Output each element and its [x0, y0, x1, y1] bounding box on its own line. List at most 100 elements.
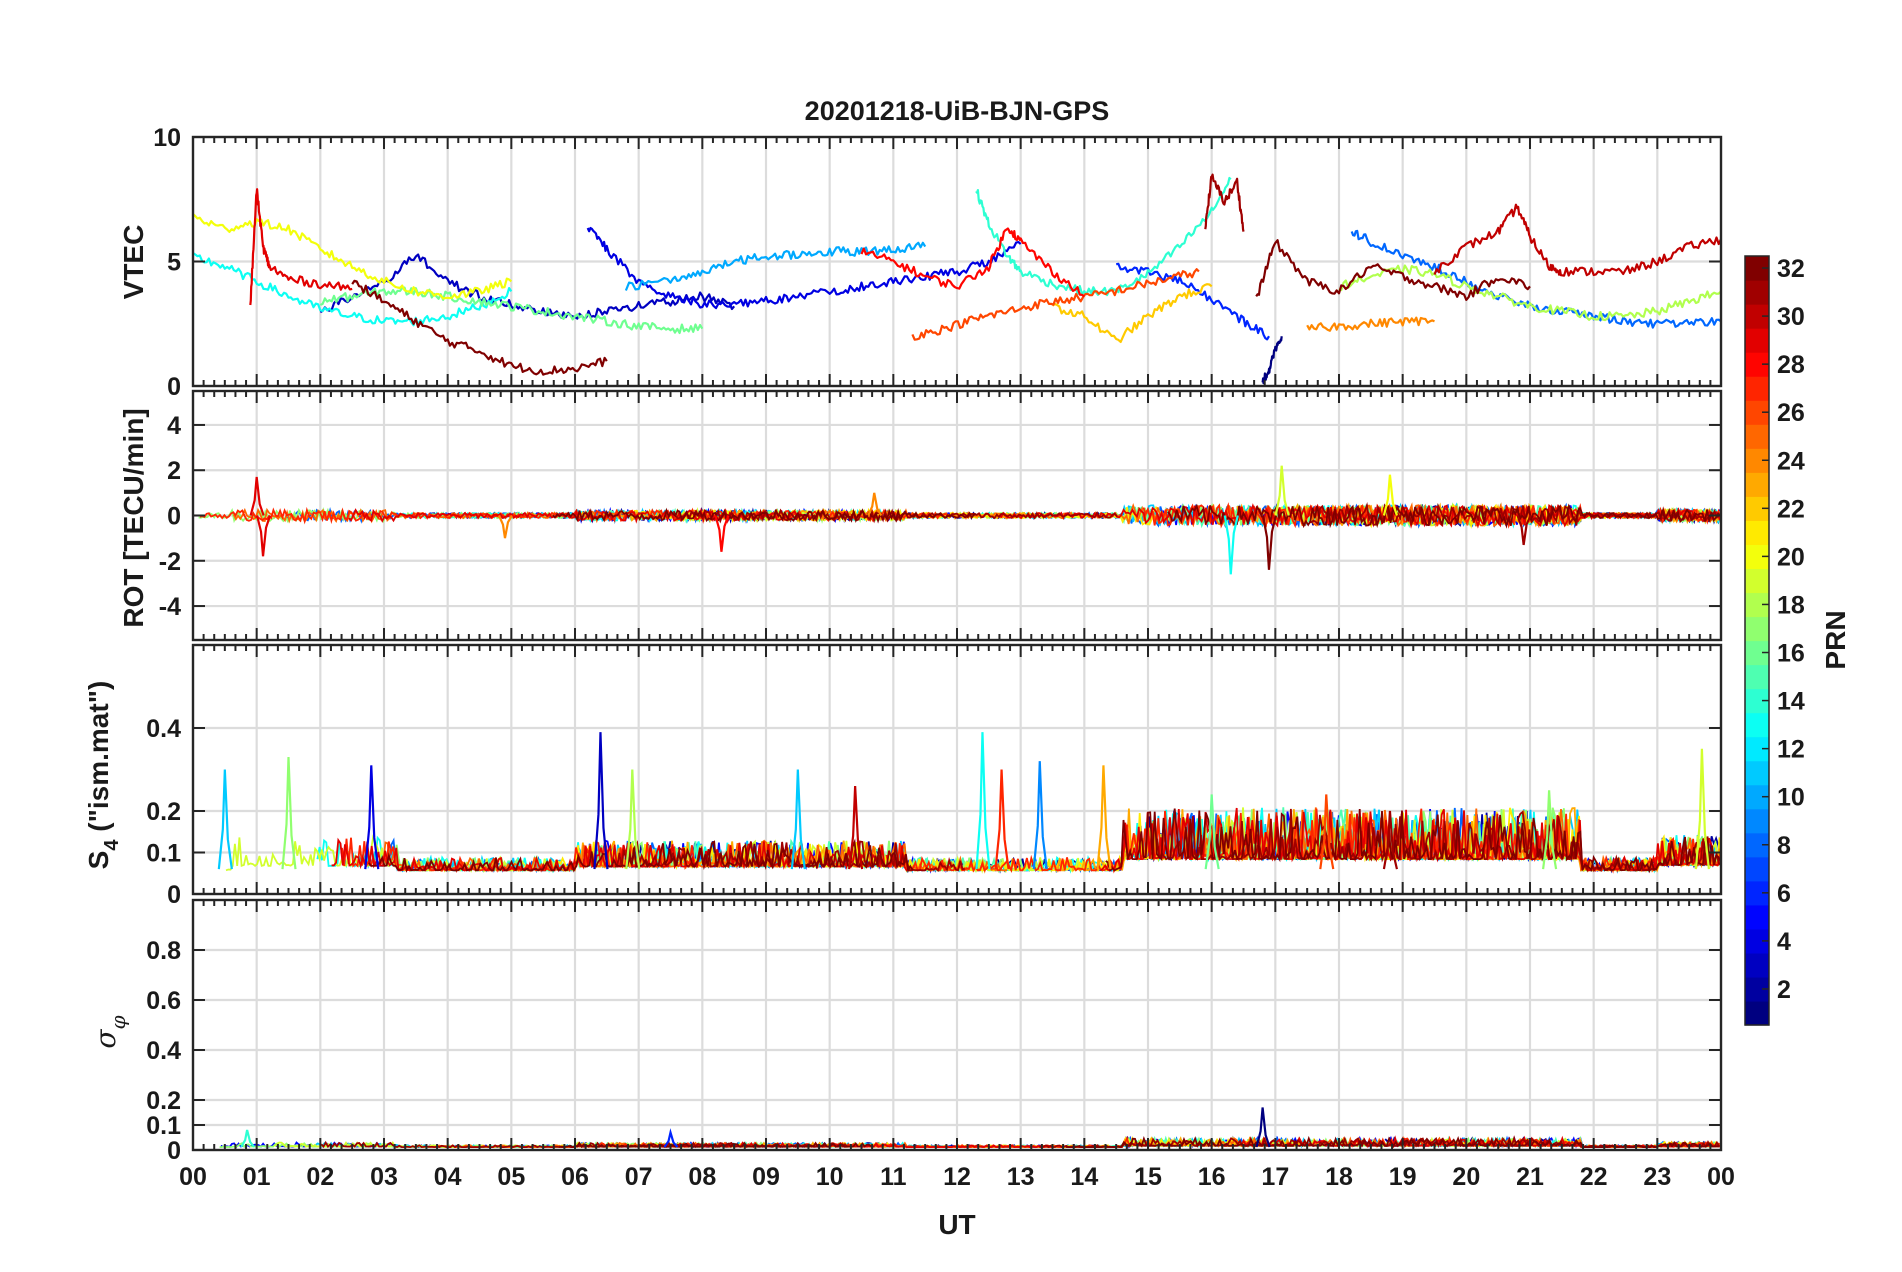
s4-spike [848, 786, 864, 870]
vtec-series-line [1255, 239, 1531, 301]
x-axis-label: UT [938, 1209, 975, 1240]
colorbar-segment [1745, 472, 1769, 497]
s4-spike [364, 765, 380, 870]
colorbar-tick-label: 4 [1777, 928, 1791, 956]
x-tick-label: 23 [1643, 1163, 1671, 1191]
vtec-series-line [911, 268, 1200, 341]
s4-spike [1694, 748, 1710, 870]
vtec-series-line [1051, 283, 1213, 343]
rot-spike [714, 515, 730, 552]
x-tick-label: 01 [243, 1163, 271, 1191]
vtec-ylabel: VTEC [118, 225, 149, 300]
x-tick-label: 00 [179, 1163, 207, 1191]
x-tick-label: 16 [1198, 1163, 1226, 1191]
s4-series-line [368, 838, 914, 873]
vtec-series-line [351, 279, 608, 376]
colorbar-segment [1745, 904, 1769, 930]
rot-ytick-label: 4 [167, 412, 181, 440]
s4-spike [994, 769, 1010, 870]
vtec-series-line [975, 176, 1232, 297]
x-tick-label: 03 [370, 1163, 398, 1191]
colorbar-frame [1744, 255, 1770, 1026]
colorbar-segment [1745, 712, 1769, 738]
colorbar-segment [1745, 424, 1769, 449]
colorbar-tick-label: 6 [1777, 880, 1791, 908]
vtec-series-line [586, 226, 1022, 310]
colorbar-segment [1745, 952, 1769, 978]
sigma-phi-panel: 00.10.2 0.4 0.6 0.8 00 01 02 03 04 05 06 07 08 09 10 11… [146, 898, 1735, 1191]
colorbar-segment [1745, 808, 1769, 834]
colorbar-tick-label: 24 [1777, 447, 1805, 475]
rot-spike [255, 515, 272, 557]
s4-panel: 0 0.1 0.2 0.4 [146, 643, 1723, 909]
colorbar-segment [1745, 856, 1769, 882]
x-tick-label: 19 [1389, 1163, 1417, 1191]
rot-spike [1223, 515, 1239, 575]
s4-spike [1032, 761, 1048, 870]
s4-ylabel: S4 ("ism.mat") [83, 681, 123, 870]
sigma-phi-spike [663, 1128, 679, 1148]
x-tick-label: 07 [625, 1163, 653, 1191]
colorbar-tick-label: 26 [1777, 399, 1805, 427]
x-tick-label: 00 [1707, 1163, 1735, 1191]
rot-spike [867, 492, 883, 517]
colorbar-segment [1745, 664, 1769, 690]
vtec-series-line [1204, 173, 1245, 232]
vtec-series-line [624, 241, 927, 291]
x-tick-label: 14 [1070, 1163, 1098, 1191]
colorbar-segment [1745, 760, 1769, 786]
s4-ytick-label: 0.2 [146, 798, 181, 826]
vtec-series-line [1433, 203, 1721, 277]
vtec-series-line [860, 227, 1085, 298]
sigma-phi-ytick-label: 0.2 [146, 1087, 181, 1115]
sigma-phi-spike [1255, 1107, 1271, 1148]
sigma-phi-ytick-label: 0.1 [146, 1112, 181, 1140]
s4-ytick-label: 0.4 [146, 715, 181, 743]
s4-spike [975, 732, 991, 870]
rot-spike [1261, 515, 1278, 570]
colorbar-tick-label: 30 [1777, 303, 1805, 331]
vtec-series-line [1338, 264, 1721, 322]
rot-series-line [552, 507, 977, 524]
vtec-series-line [193, 252, 513, 327]
colorbar-tick-label: 28 [1777, 351, 1805, 379]
s4-series-line [1156, 808, 1721, 873]
vtec-ytick-label: 5 [167, 249, 181, 277]
x-tick-label: 02 [306, 1163, 334, 1191]
rot-series-line [1167, 503, 1721, 529]
rot-series-line [1308, 501, 1720, 527]
rot-data [198, 465, 1721, 575]
x-tick-label: 13 [1007, 1163, 1035, 1191]
vtec-ytick-label: 10 [153, 124, 181, 152]
rot-ytick-label: -2 [159, 548, 181, 576]
colorbar-tick-label: 14 [1777, 688, 1805, 716]
colorbar-tick-label: 10 [1777, 784, 1805, 812]
colorbar-tick-label: 8 [1777, 832, 1791, 860]
x-tick-label: 20 [1452, 1163, 1480, 1191]
x-tick-label: 17 [1261, 1163, 1289, 1191]
vtec-series-line [1306, 316, 1435, 332]
colorbar-tick-label: 2 [1777, 976, 1791, 1004]
x-tick-label: 04 [434, 1163, 462, 1191]
sigma-phi-ylabel: σφ [89, 1015, 130, 1048]
colorbar-tick-label: 32 [1777, 255, 1805, 283]
sigma-phi-spike [240, 1129, 255, 1148]
colorbar-segment [1745, 520, 1769, 545]
colorbar-tick-label: 18 [1777, 591, 1805, 619]
rot-ytick-label: 0 [167, 503, 181, 531]
vtec-data [193, 173, 1721, 385]
s4-spike [1204, 794, 1220, 870]
x-tick-label: 21 [1516, 1163, 1544, 1191]
x-tick-label: 08 [688, 1163, 716, 1191]
vtec-series-line [319, 286, 704, 335]
sigma-phi-data [219, 1107, 1721, 1149]
x-tick-label: 05 [497, 1163, 525, 1191]
s4-spike [217, 769, 233, 870]
sigma-phi-ytick-label: 0.4 [146, 1037, 181, 1065]
s4-spike [625, 769, 641, 870]
colorbar-tick-label: 16 [1777, 640, 1805, 668]
colorbar-label: PRN [1820, 610, 1851, 669]
colorbar-segment [1745, 328, 1769, 353]
